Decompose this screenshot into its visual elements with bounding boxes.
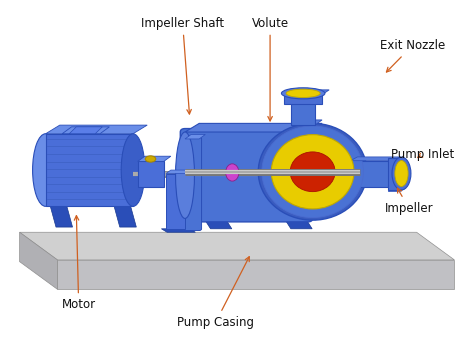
Polygon shape (62, 127, 109, 134)
Ellipse shape (146, 156, 156, 162)
Polygon shape (185, 134, 205, 139)
Ellipse shape (175, 132, 194, 218)
FancyBboxPatch shape (182, 137, 201, 230)
Ellipse shape (286, 89, 320, 98)
FancyBboxPatch shape (284, 94, 322, 104)
Polygon shape (46, 125, 147, 134)
Ellipse shape (33, 134, 59, 206)
Text: Pump Inlet: Pump Inlet (391, 148, 455, 161)
Ellipse shape (271, 135, 354, 209)
FancyBboxPatch shape (292, 94, 315, 125)
FancyBboxPatch shape (138, 161, 164, 187)
Text: Motor: Motor (62, 216, 96, 311)
Text: Exit Nozzle: Exit Nozzle (380, 39, 445, 72)
Polygon shape (50, 206, 73, 227)
Ellipse shape (258, 124, 367, 220)
Polygon shape (292, 120, 322, 125)
Polygon shape (284, 218, 312, 229)
Ellipse shape (395, 161, 408, 186)
Polygon shape (388, 188, 406, 192)
FancyBboxPatch shape (180, 129, 313, 222)
Ellipse shape (121, 134, 145, 206)
FancyBboxPatch shape (388, 158, 401, 190)
Polygon shape (57, 260, 455, 289)
Polygon shape (166, 170, 190, 174)
Ellipse shape (392, 157, 411, 190)
Ellipse shape (282, 88, 325, 99)
Text: Impeller Shaft: Impeller Shaft (141, 17, 224, 114)
Ellipse shape (290, 152, 335, 192)
FancyBboxPatch shape (350, 161, 393, 187)
Polygon shape (46, 134, 133, 206)
Polygon shape (204, 218, 232, 229)
Text: Pump Casing: Pump Casing (177, 257, 254, 329)
Polygon shape (284, 90, 329, 95)
Ellipse shape (226, 164, 239, 181)
Polygon shape (185, 124, 322, 132)
Ellipse shape (262, 126, 364, 218)
Polygon shape (350, 157, 400, 161)
Polygon shape (161, 229, 195, 232)
Text: Impeller: Impeller (384, 188, 433, 214)
Polygon shape (19, 232, 57, 289)
Polygon shape (138, 156, 171, 161)
FancyBboxPatch shape (166, 174, 185, 229)
Polygon shape (114, 206, 137, 227)
Polygon shape (19, 232, 455, 260)
Text: Volute: Volute (252, 17, 289, 121)
Polygon shape (69, 127, 102, 134)
